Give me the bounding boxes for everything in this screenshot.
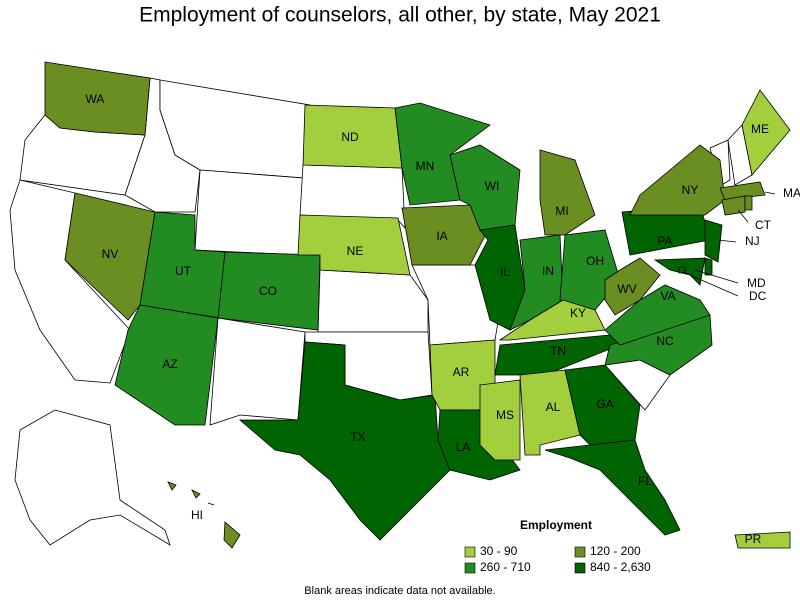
legend-swatch [464,546,476,558]
leader-line [717,239,737,243]
state-shape [217,251,321,331]
state-label: GA [596,397,613,411]
state-shape [209,317,306,426]
state-shape [114,304,219,426]
legend-label: 120 - 200 [590,544,641,558]
state-label: VA [660,289,675,303]
state-shape [734,531,791,549]
state-shape [194,169,304,256]
leader-line [737,209,749,223]
state-label: FL [638,474,652,488]
blank-states [9,77,753,546]
state-shape [544,439,681,536]
state-label: DC [749,289,767,303]
leader-line [764,191,776,195]
state-shape [64,192,156,321]
state-label: HI [191,508,203,522]
state-label: WI [485,179,500,193]
state-label: LA [456,440,471,454]
state-shape [629,144,726,216]
state-label: IL [500,265,510,279]
state-label: NY [682,183,699,197]
state-label: NE [347,244,364,258]
state-label: MN [416,159,435,173]
legend: 30 - 90 120 - 200 260 - 710 840 - 2,630 [464,544,651,574]
state-shape [479,379,521,461]
states: WA NV UT CO AZ ND NE TX MN IA AR LA WI IL IN MI OH KY TN MS… [44,61,800,549]
state-shape [744,195,753,211]
legend-swatch [464,562,476,574]
state-label: MD [747,276,766,290]
state-shape [317,269,429,333]
legend-label: 260 - 710 [480,560,531,574]
state-shape [297,214,411,276]
state-label: PA [657,234,672,248]
state-label: UT [175,264,192,278]
leader-line [694,269,739,284]
state-label: ME [751,122,769,136]
legend-label: 840 - 2,630 [590,560,651,574]
state-label: TX [350,430,365,444]
state-label: AL [546,400,561,414]
state-label: NC [656,334,674,348]
state-label: KY [570,306,586,320]
state-shape [44,61,151,136]
note: Blank areas indicate data not available. [304,585,495,597]
state-label: MA [783,186,800,200]
state-label: ND [341,130,359,144]
state-label: NV [102,247,119,261]
state-shape [207,502,215,506]
state-label: WV [617,282,636,296]
legend-swatch [574,562,586,574]
state-label: AZ [162,357,177,371]
state-shape [721,195,746,216]
state-shape [401,204,489,266]
state-label: CO [259,284,277,298]
state-label: PR [745,532,762,546]
state-label: WA [86,92,105,106]
state-shape [604,257,661,316]
state-label: MS [496,408,514,422]
state-shape [238,341,451,541]
state-shape [704,257,713,276]
state-label: MI [555,204,568,218]
map-title: Employment of counselors, all other, by … [139,4,661,27]
state-label: OH [586,254,604,268]
legend-swatch [574,546,586,558]
state-shape [539,149,596,236]
state-shape [498,299,606,341]
state-label: CT [755,218,772,232]
legend-title: Employment [520,518,592,532]
state-shape [223,521,241,549]
state-shape [741,89,791,176]
legend-label: 30 - 90 [480,544,518,558]
state-shape [474,224,526,331]
state-shape [494,334,621,376]
state-label: IA [436,229,447,243]
state-shape [719,181,766,201]
state-label: TN [550,344,566,358]
state-label: AR [453,365,470,379]
state-label: NJ [745,234,760,248]
state-label: IN [542,264,554,278]
leader-line [682,271,739,297]
state-shape [191,489,201,499]
state-shape [704,219,723,263]
state-shape [167,481,177,491]
state-shape [14,409,171,546]
